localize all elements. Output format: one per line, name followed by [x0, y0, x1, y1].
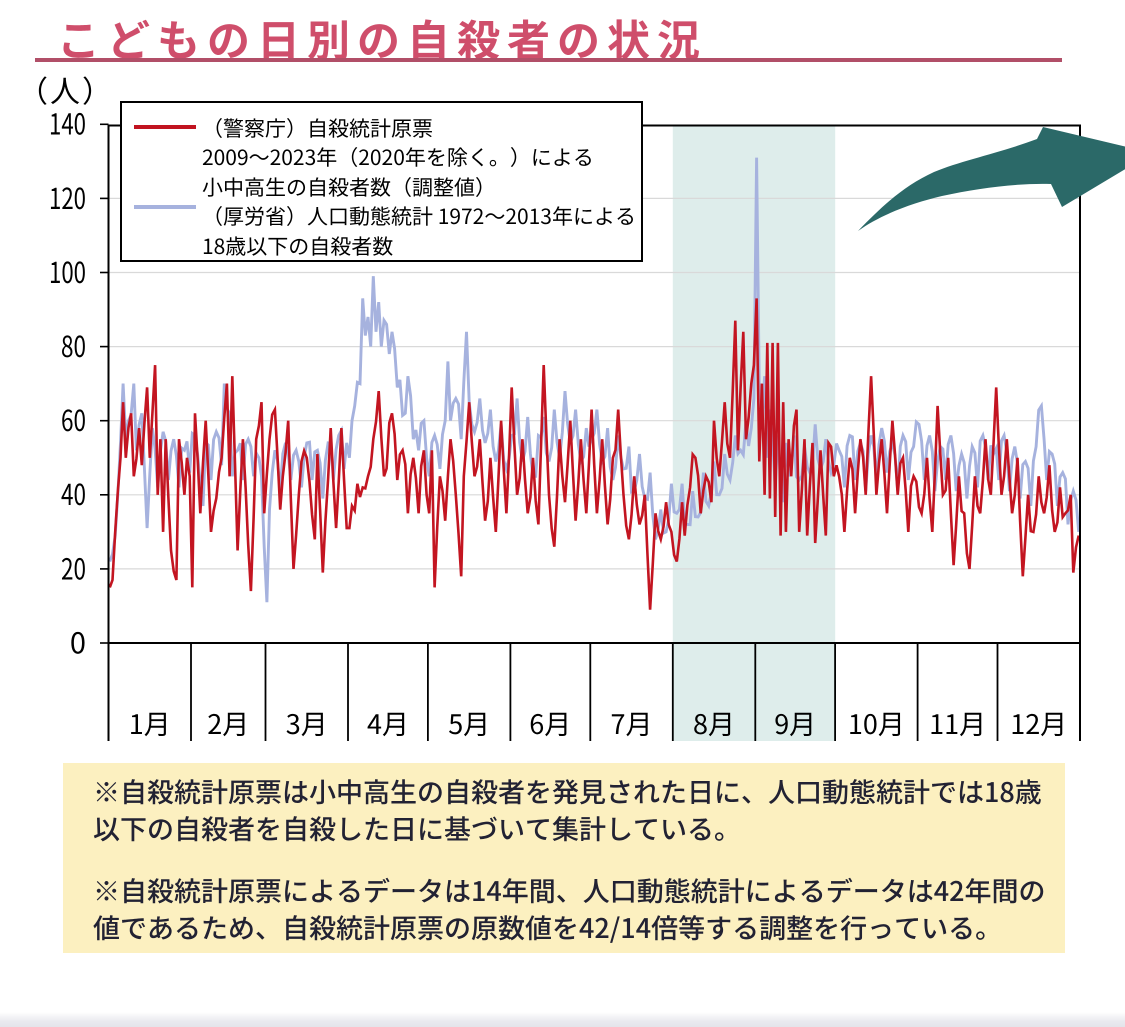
svg-text:8月: 8月	[693, 703, 735, 742]
svg-text:10月: 10月	[848, 703, 905, 742]
svg-text:60: 60	[61, 398, 86, 440]
svg-text:20: 20	[61, 546, 86, 588]
svg-text:100: 100	[49, 250, 86, 292]
svg-text:4月: 4月	[367, 703, 409, 742]
svg-text:2月: 2月	[207, 703, 249, 742]
svg-text:7月: 7月	[611, 703, 653, 742]
svg-text:80: 80	[61, 324, 86, 366]
svg-text:140: 140	[49, 102, 86, 144]
svg-text:12月: 12月	[1010, 703, 1067, 742]
svg-text:11月: 11月	[929, 703, 986, 742]
svg-text:120: 120	[49, 176, 86, 218]
svg-text:40: 40	[61, 472, 86, 514]
svg-text:0: 0	[70, 620, 86, 662]
svg-text:9月: 9月	[774, 703, 816, 742]
svg-text:1月: 1月	[129, 703, 171, 742]
svg-text:3月: 3月	[286, 703, 328, 742]
svg-text:6月: 6月	[529, 703, 571, 742]
svg-text:5月: 5月	[448, 703, 490, 742]
